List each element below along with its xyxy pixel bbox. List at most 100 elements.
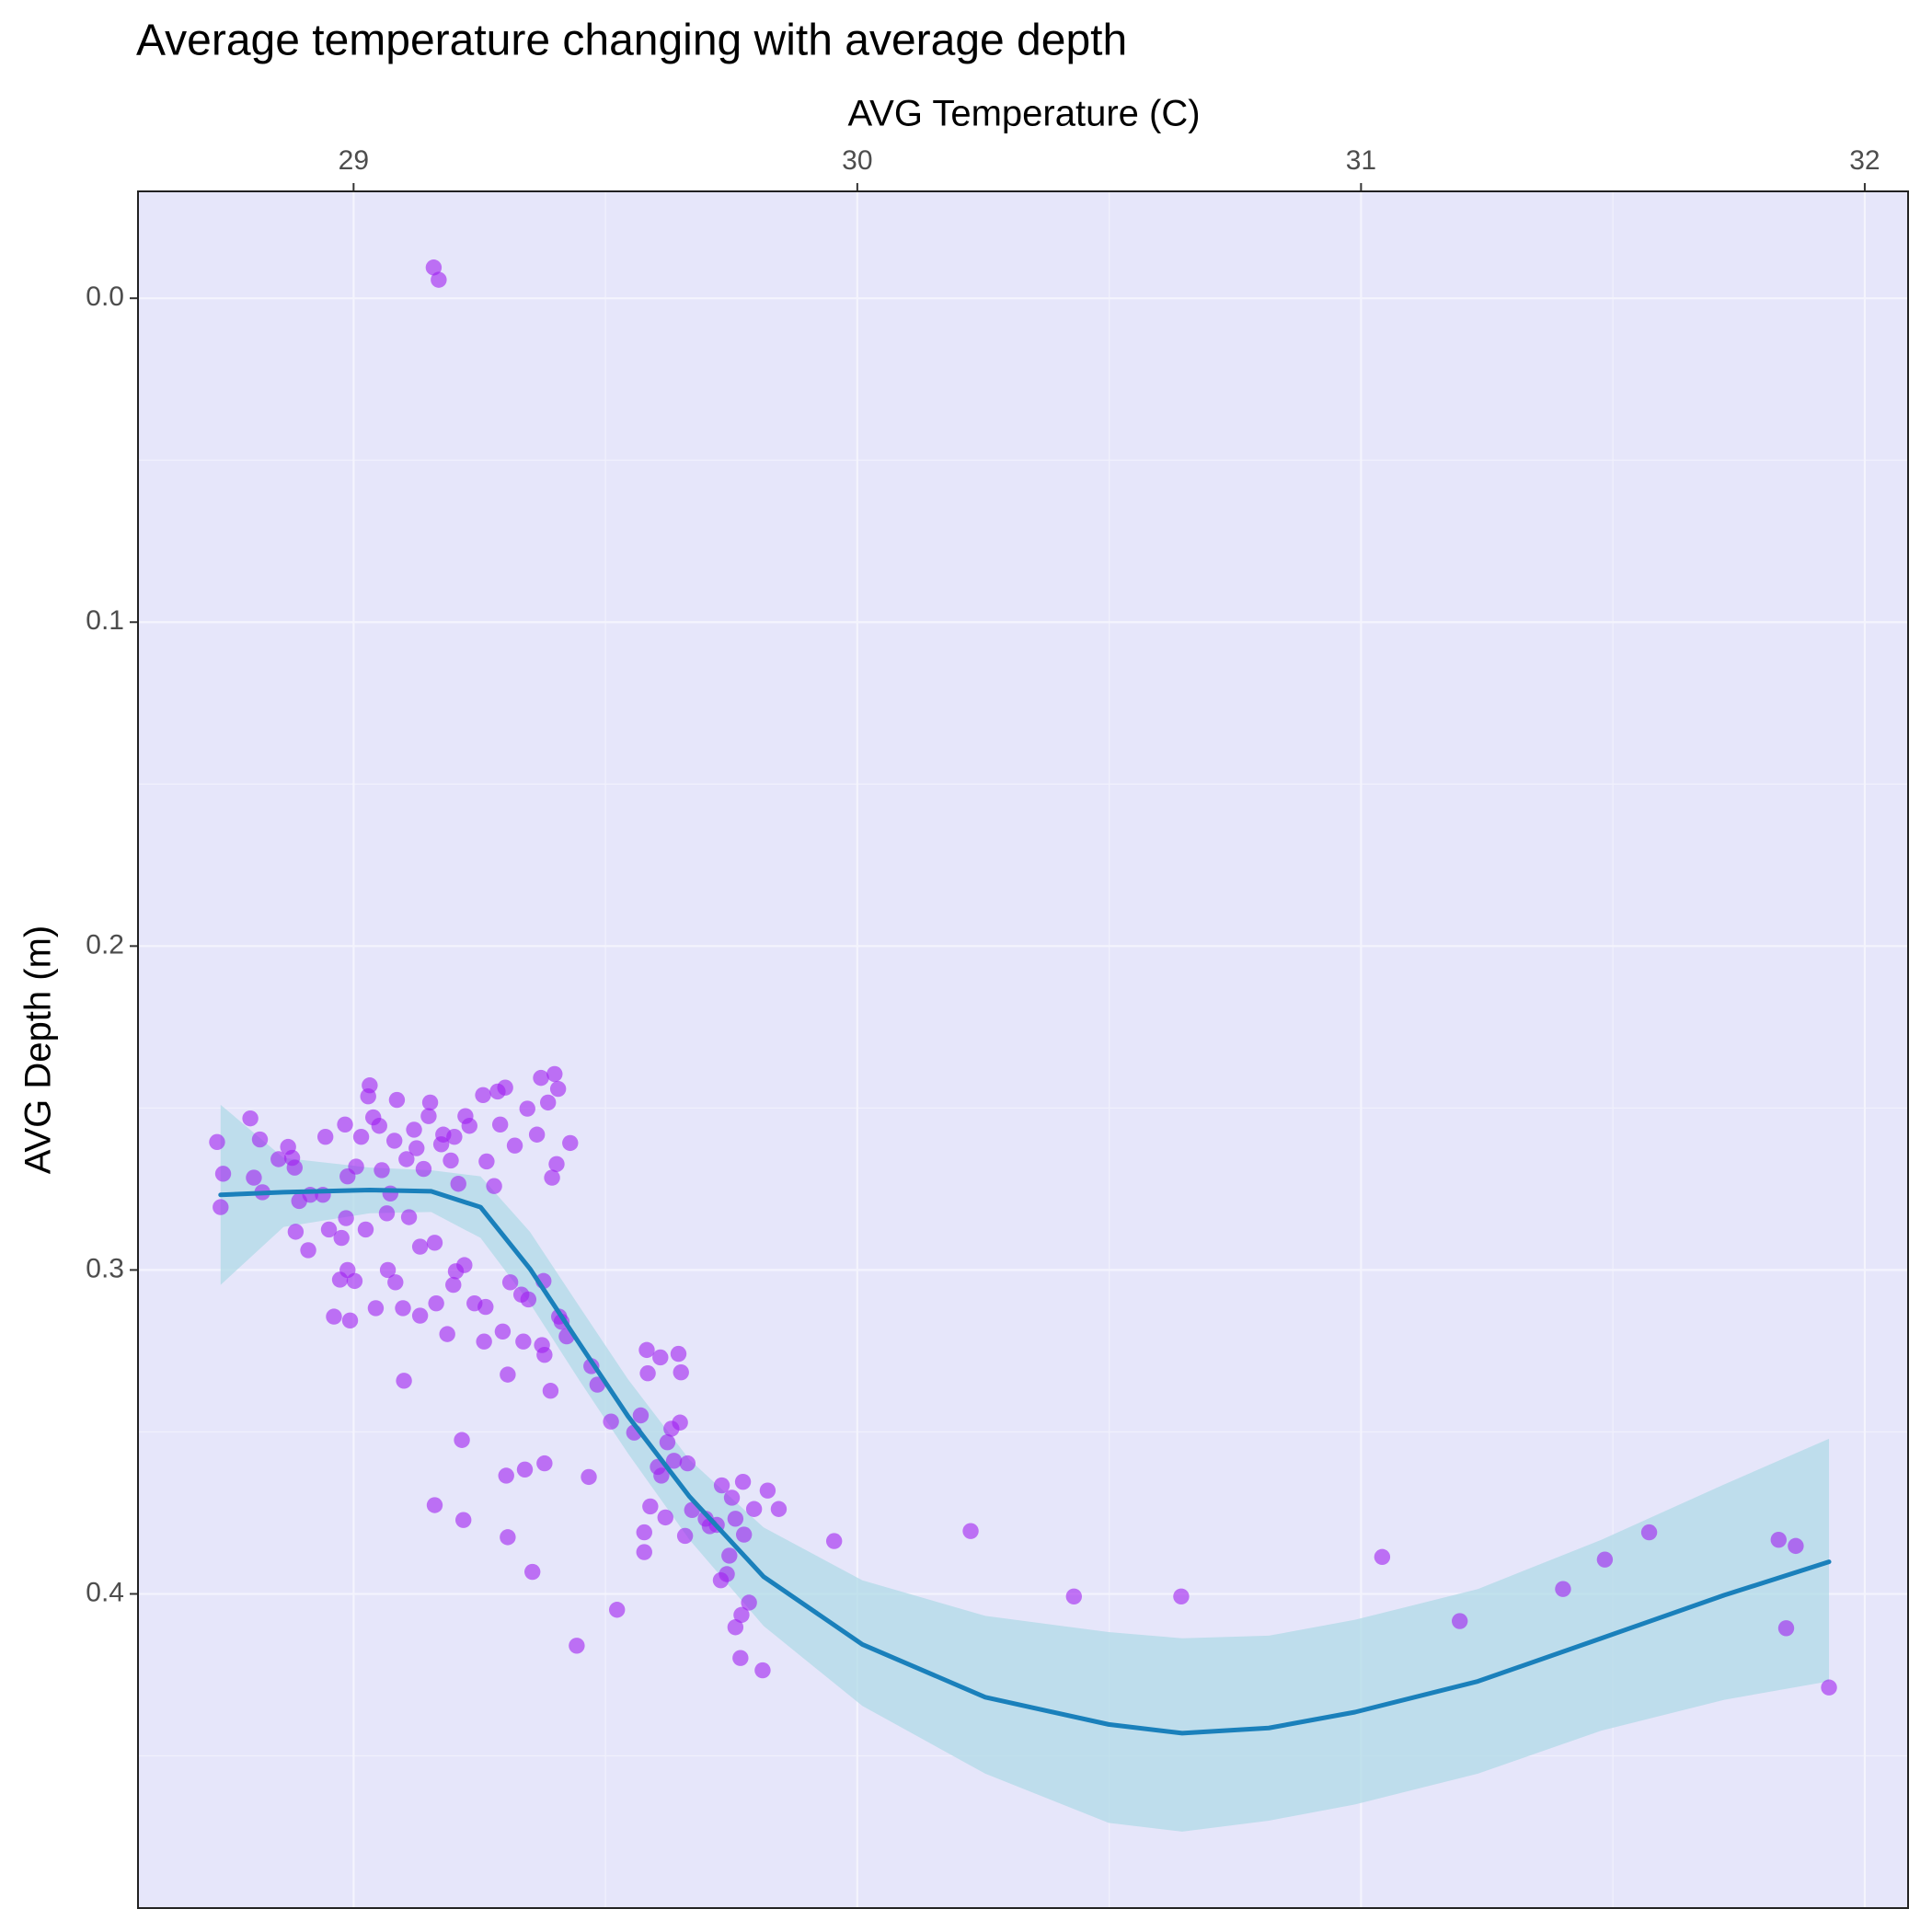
data-point	[421, 1094, 439, 1111]
data-point	[326, 1308, 342, 1325]
data-point	[501, 1274, 519, 1291]
data-point	[1173, 1588, 1190, 1605]
data-point	[1777, 1620, 1795, 1637]
data-point	[825, 1533, 843, 1549]
data-point	[1452, 1613, 1468, 1629]
data-point	[562, 1134, 579, 1152]
data-point	[581, 1468, 597, 1486]
data-point	[209, 1133, 225, 1151]
smooth-line	[218, 1187, 1832, 1736]
data-point	[320, 1221, 338, 1238]
data-point	[494, 1323, 512, 1340]
data-point	[745, 1501, 763, 1517]
data-point	[608, 1602, 626, 1618]
data-point	[242, 1110, 259, 1127]
data-point	[665, 1453, 683, 1469]
panel-border	[137, 190, 1909, 1909]
data-point	[213, 1199, 229, 1215]
data-point	[536, 1346, 553, 1363]
data-point	[639, 1365, 656, 1382]
x-tick-label: 31	[1346, 145, 1376, 176]
data-point	[642, 1498, 659, 1515]
data-point	[519, 1100, 535, 1117]
data-point	[415, 1160, 432, 1178]
data-point	[1770, 1531, 1787, 1548]
data-point	[374, 1162, 390, 1179]
data-point	[338, 1210, 354, 1226]
data-point	[723, 1489, 741, 1506]
data-point	[679, 1455, 696, 1472]
data-point	[670, 1345, 687, 1363]
y-tick-label: 0.1	[86, 605, 124, 636]
data-point	[721, 1547, 738, 1564]
data-point	[251, 1131, 269, 1148]
data-point	[1788, 1537, 1804, 1555]
data-point	[348, 1158, 364, 1175]
data-point	[546, 1065, 563, 1083]
data-point	[506, 1137, 523, 1154]
data-point	[713, 1477, 730, 1494]
data-point	[536, 1455, 553, 1472]
data-point	[515, 1333, 532, 1350]
data-point	[727, 1511, 744, 1527]
data-point	[214, 1166, 232, 1182]
data-point	[428, 1294, 444, 1312]
data-point	[246, 1169, 262, 1186]
data-point	[672, 1414, 688, 1431]
data-point	[528, 1126, 546, 1143]
data-point	[426, 1497, 443, 1513]
data-point	[500, 1529, 516, 1546]
data-point	[539, 1094, 557, 1111]
chart-title: Average temperature changing with averag…	[136, 17, 1127, 65]
data-point	[676, 1527, 694, 1545]
data-point	[638, 1341, 655, 1359]
data-point	[770, 1501, 788, 1517]
data-point	[382, 1185, 399, 1202]
data-point	[734, 1473, 752, 1490]
data-point	[426, 1235, 443, 1251]
data-point	[461, 1118, 477, 1134]
data-point	[549, 1080, 567, 1098]
data-point	[754, 1662, 771, 1679]
data-point	[445, 1276, 462, 1294]
data-point	[431, 271, 447, 288]
data-point	[388, 1091, 406, 1109]
data-point	[1374, 1548, 1391, 1566]
data-point	[491, 1116, 509, 1133]
data-point	[1596, 1551, 1614, 1568]
data-point	[548, 1156, 565, 1172]
data-point	[378, 1205, 396, 1222]
data-point	[408, 1140, 425, 1156]
confidence-band	[220, 1104, 1830, 1832]
data-point	[398, 1151, 415, 1167]
data-point	[456, 1257, 473, 1273]
data-point	[589, 1376, 606, 1393]
data-point	[500, 1366, 516, 1383]
data-point	[300, 1242, 316, 1259]
data-point	[477, 1298, 494, 1316]
x-tick-label: 29	[339, 145, 369, 176]
data-point	[287, 1224, 305, 1240]
data-point	[542, 1383, 559, 1399]
data-point	[341, 1312, 359, 1329]
data-point	[759, 1482, 776, 1499]
plot-area	[209, 259, 1837, 1832]
y-tick-label: 0.0	[86, 282, 124, 312]
data-point	[411, 1238, 429, 1255]
data-point	[387, 1274, 404, 1291]
data-point	[478, 1153, 495, 1170]
data-point	[727, 1619, 744, 1636]
y-tick-label: 0.3	[86, 1253, 124, 1283]
data-point	[357, 1221, 374, 1238]
data-point	[533, 1069, 549, 1087]
data-point	[270, 1151, 287, 1167]
x-axis-title: AVG Temperature (C)	[847, 94, 1200, 134]
data-point	[337, 1116, 353, 1133]
data-point	[316, 1129, 334, 1145]
data-point	[1640, 1524, 1658, 1541]
data-point	[544, 1169, 560, 1186]
data-point	[673, 1363, 689, 1381]
data-point	[411, 1307, 429, 1324]
